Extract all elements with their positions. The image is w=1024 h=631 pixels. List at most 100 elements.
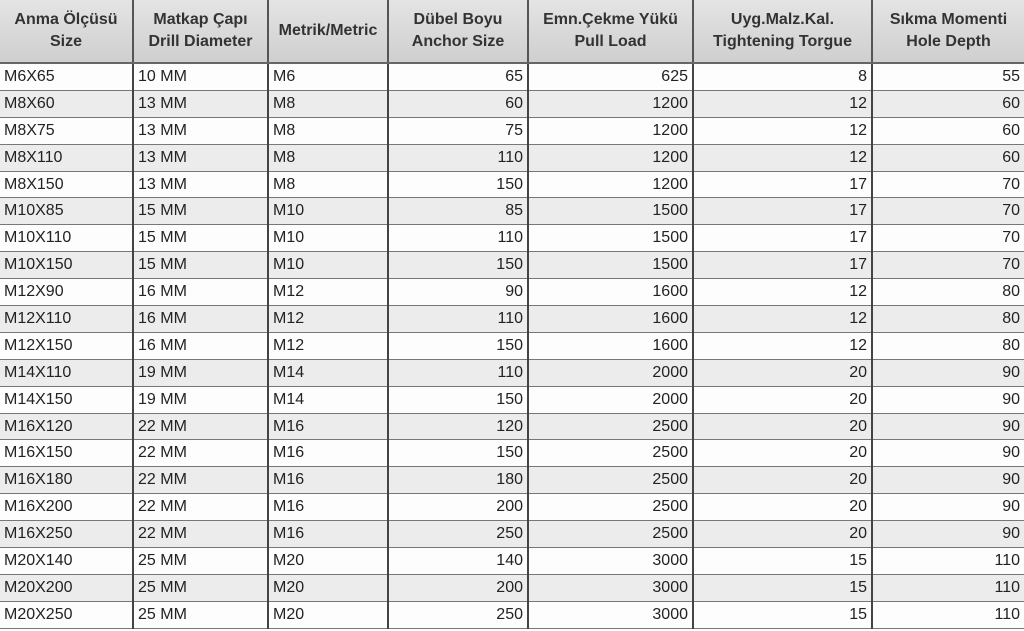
cell-anchor-size: 90 [388,278,529,307]
cell-size: M10X150 [0,251,134,280]
cell-anchor-size: 140 [388,547,529,575]
cell-size: M10X110 [0,224,134,253]
cell-metric: M10 [268,197,389,226]
table-row: M6X65 10 MM M6 65 625 8 55 [0,63,1024,91]
cell-size: M12X110 [0,305,134,333]
cell-pull-load: 3000 [528,547,694,575]
header-drill-diameter-line1: Matkap Çapı [153,11,248,28]
cell-tightening-torque: 20 [693,386,873,414]
cell-metric: M8 [268,90,389,118]
cell-pull-load: 1200 [528,90,694,118]
header-hole-depth: Sıkma Momenti Hole Depth [872,0,1024,64]
cell-size: M8X60 [0,90,134,118]
table-row: M10X85 15 MM M10 85 1500 17 70 [0,197,1024,226]
table-row: M16X150 22 MM M16 150 2500 20 90 [0,439,1024,468]
cell-drill-diameter: 16 MM [133,305,269,333]
cell-tightening-torque: 12 [693,305,873,333]
cell-metric: M16 [268,439,389,468]
cell-metric: M16 [268,413,389,441]
cell-pull-load: 1200 [528,144,694,172]
cell-tightening-torque: 20 [693,439,873,468]
cell-size: M8X75 [0,117,134,145]
header-drill-diameter-line2: Drill Diameter [148,33,253,50]
cell-anchor-size: 200 [388,574,529,602]
cell-hole-depth: 60 [872,117,1024,145]
cell-hole-depth: 110 [872,574,1024,602]
cell-hole-depth: 90 [872,359,1024,387]
cell-metric: M12 [268,332,389,360]
cell-drill-diameter: 22 MM [133,520,269,549]
cell-drill-diameter: 16 MM [133,332,269,360]
cell-pull-load: 2000 [528,359,694,387]
table-row: M8X75 13 MM M8 75 1200 12 60 [0,117,1024,145]
cell-tightening-torque: 12 [693,278,873,307]
cell-hole-depth: 80 [872,278,1024,307]
header-tightening-torque-line2: Tightening Torgue [713,33,852,50]
table-row: M8X110 13 MM M8 110 1200 12 60 [0,144,1024,172]
cell-tightening-torque: 17 [693,171,873,199]
cell-anchor-size: 75 [388,117,529,145]
cell-pull-load: 2500 [528,413,694,441]
cell-anchor-size: 150 [388,251,529,280]
cell-pull-load: 625 [528,63,694,91]
cell-metric: M16 [268,520,389,549]
cell-anchor-size: 65 [388,63,529,91]
cell-anchor-size: 120 [388,413,529,441]
cell-size: M14X150 [0,386,134,414]
cell-size: M10X85 [0,197,134,226]
cell-drill-diameter: 22 MM [133,413,269,441]
cell-tightening-torque: 15 [693,547,873,575]
header-size: Anma Ölçüsü Size [0,0,134,64]
cell-drill-diameter: 13 MM [133,144,269,172]
cell-size: M16X200 [0,493,134,522]
cell-size: M20X200 [0,574,134,602]
cell-tightening-torque: 12 [693,144,873,172]
cell-tightening-torque: 20 [693,413,873,441]
cell-anchor-size: 150 [388,386,529,414]
cell-hole-depth: 110 [872,601,1024,629]
header-pull-load: Emn.Çekme Yükü Pull Load [528,0,694,64]
cell-metric: M14 [268,386,389,414]
cell-anchor-size: 250 [388,601,529,629]
cell-pull-load: 1200 [528,171,694,199]
cell-pull-load: 1500 [528,251,694,280]
cell-drill-diameter: 22 MM [133,493,269,522]
cell-metric: M20 [268,547,389,575]
cell-anchor-size: 60 [388,90,529,118]
cell-tightening-torque: 17 [693,197,873,226]
cell-hole-depth: 70 [872,251,1024,280]
cell-anchor-size: 150 [388,171,529,199]
table-row: M8X60 13 MM M8 60 1200 12 60 [0,90,1024,118]
cell-tightening-torque: 8 [693,63,873,91]
cell-drill-diameter: 25 MM [133,574,269,602]
cell-pull-load: 2000 [528,386,694,414]
cell-drill-diameter: 13 MM [133,117,269,145]
header-anchor-size-line1: Dübel Boyu [413,11,503,28]
header-hole-depth-line1: Sıkma Momenti [889,11,1008,28]
cell-tightening-torque: 15 [693,601,873,629]
cell-drill-diameter: 19 MM [133,359,269,387]
cell-size: M16X150 [0,439,134,468]
header-drill-diameter: Matkap Çapı Drill Diameter [133,0,269,64]
table-row: M10X150 15 MM M10 150 1500 17 70 [0,251,1024,280]
header-pull-load-line2: Pull Load [574,33,647,50]
cell-metric: M16 [268,493,389,522]
cell-size: M12X150 [0,332,134,360]
cell-metric: M16 [268,466,389,495]
header-metric: Metrik/Metric [268,0,389,64]
cell-hole-depth: 60 [872,90,1024,118]
cell-drill-diameter: 22 MM [133,466,269,495]
cell-drill-diameter: 25 MM [133,601,269,629]
cell-drill-diameter: 16 MM [133,278,269,307]
table-row: M14X110 19 MM M14 110 2000 20 90 [0,359,1024,387]
header-anchor-size: Dübel Boyu Anchor Size [388,0,529,64]
table-row: M12X150 16 MM M12 150 1600 12 80 [0,332,1024,360]
cell-drill-diameter: 22 MM [133,439,269,468]
cell-hole-depth: 90 [872,493,1024,522]
table-row: M8X150 13 MM M8 150 1200 17 70 [0,171,1024,199]
cell-metric: M8 [268,144,389,172]
cell-tightening-torque: 15 [693,574,873,602]
cell-tightening-torque: 12 [693,90,873,118]
cell-metric: M8 [268,171,389,199]
cell-drill-diameter: 19 MM [133,386,269,414]
